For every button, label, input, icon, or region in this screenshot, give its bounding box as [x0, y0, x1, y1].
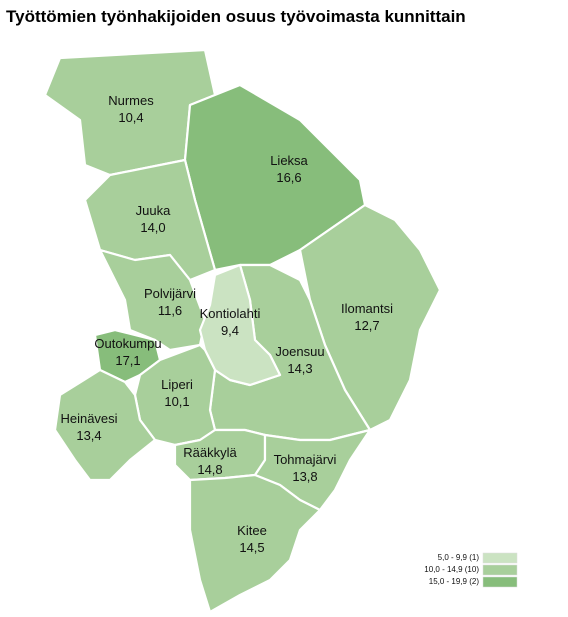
- map-title: Työttömien työnhakijoiden osuus työvoima…: [6, 7, 466, 26]
- region-value: 14,3: [287, 361, 312, 376]
- region-value: 14,0: [140, 220, 165, 235]
- region-name: Ilomantsi: [341, 301, 393, 316]
- region-value: 16,6: [276, 170, 301, 185]
- legend-swatch: [482, 576, 518, 588]
- region-value: 12,7: [354, 318, 379, 333]
- region-name: Polvijärvi: [144, 286, 196, 301]
- legend-label: 15,0 - 19,9 (2): [429, 577, 480, 586]
- region-name: Kontiolahti: [200, 306, 261, 321]
- region-value: 9,4: [221, 323, 239, 338]
- labels: Nurmes 10,4 Lieksa 16,6 Juuka 14,0 Ilomantsi 12…: [60, 93, 393, 555]
- legend: 5,0 - 9,9 (1) 10,0 - 14,9 (10) 15,0 - 19,9…: [424, 552, 518, 588]
- region: [53, 368, 157, 482]
- region-name: Liperi: [161, 377, 193, 392]
- region-value: 10,4: [118, 110, 143, 125]
- region-name: Kitee: [237, 523, 267, 538]
- region: [253, 428, 372, 512]
- legend-label: 5,0 - 9,9 (1): [438, 553, 480, 562]
- region-name: Rääkkylä: [183, 445, 237, 460]
- region-name: Joensuu: [275, 344, 324, 359]
- legend-label: 10,0 - 14,9 (10): [424, 565, 479, 574]
- region-value: 11,6: [158, 303, 182, 318]
- region-value: 14,5: [239, 540, 264, 555]
- region-name: Nurmes: [108, 93, 154, 108]
- region-name: Outokumpu: [94, 336, 161, 351]
- region-name: Juuka: [136, 203, 171, 218]
- region-value: 10,1: [164, 394, 189, 409]
- region-name: Tohmajärvi: [274, 452, 337, 467]
- legend-swatch: [482, 564, 518, 576]
- region-name: Lieksa: [270, 153, 308, 168]
- region-value: 13,4: [76, 428, 101, 443]
- region-value: 14,8: [197, 462, 222, 477]
- region-name: Heinävesi: [60, 411, 117, 426]
- region-value: 13,8: [292, 469, 317, 484]
- regions: [43, 48, 442, 614]
- region: [198, 263, 282, 387]
- legend-swatch: [482, 552, 518, 564]
- region: [188, 473, 322, 614]
- region-value: 17,1: [115, 353, 140, 368]
